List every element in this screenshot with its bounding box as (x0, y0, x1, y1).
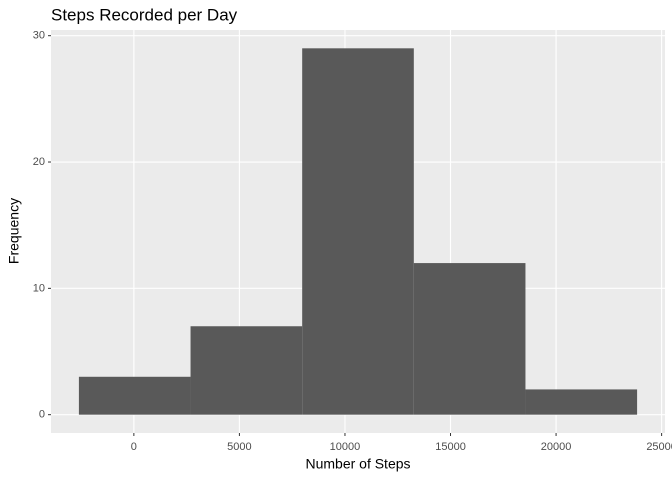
x-tick-label: 25000 (646, 441, 672, 453)
y-tick-label: 0 (39, 409, 45, 421)
x-tick-label: 10000 (330, 441, 361, 453)
bar (78, 376, 191, 415)
x-axis-title: Number of Steps (305, 456, 410, 472)
y-tick-label: 10 (33, 282, 45, 294)
y-tick-label: 20 (33, 156, 45, 168)
x-tick-label: 5000 (227, 441, 251, 453)
bar (190, 326, 303, 415)
chart-title: Steps Recorded per Day (51, 5, 238, 24)
y-axis-title: Frequency (6, 198, 22, 264)
x-tick-label: 0 (131, 441, 137, 453)
x-tick-label: 20000 (541, 441, 572, 453)
y-tick-label: 30 (33, 30, 45, 42)
bar (302, 48, 414, 415)
bar (413, 263, 526, 415)
bar (525, 389, 638, 415)
x-tick-label: 15000 (435, 441, 466, 453)
